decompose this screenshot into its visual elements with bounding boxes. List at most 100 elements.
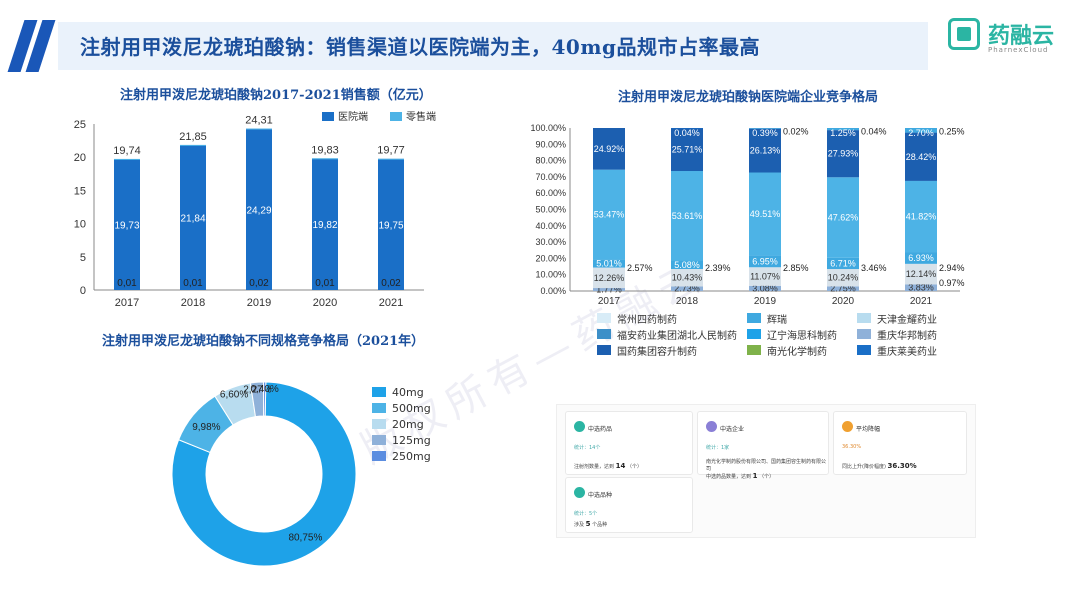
- logo-icon: [948, 18, 980, 50]
- stack-segment: [593, 169, 625, 260]
- legend-swatch: [372, 451, 386, 461]
- legend-swatch: [390, 112, 402, 121]
- stack-segment: [671, 171, 703, 261]
- legend-label: 辉瑞: [767, 314, 787, 326]
- segment-label: 10.24%: [828, 273, 859, 283]
- donut-slice: [171, 381, 357, 567]
- card-selected-drugs[interactable]: 中选药品 统计：14个 注射剂数量，达到 14 （个）: [565, 411, 693, 475]
- segment-label: 2.70%: [908, 128, 934, 138]
- bar-retail: [246, 128, 272, 130]
- legend-swatch: [747, 313, 761, 323]
- segment-label: 12.14%: [906, 269, 937, 279]
- side-label: 2.39%: [705, 263, 731, 273]
- hospital-label: 21,84: [180, 213, 205, 224]
- segment-label: 53.61%: [672, 211, 703, 221]
- legend-label: 重庆莱美药业: [877, 346, 937, 358]
- stack-segment: [749, 128, 781, 173]
- segment-label: 24.92%: [594, 144, 625, 154]
- legend-item: 250mg: [372, 448, 431, 464]
- segment-label: 28.42%: [906, 152, 937, 162]
- retail-label: 0,02: [381, 278, 401, 289]
- legend-item: 福安药业集团湖北人民制药: [597, 326, 747, 342]
- stack-segment: [593, 259, 625, 268]
- retail-label: 0,01: [117, 278, 137, 289]
- side-label: 0.25%: [939, 126, 965, 136]
- legend-item: 重庆莱美药业: [857, 342, 957, 358]
- stack-segment: [905, 252, 937, 264]
- bar-hospital: [378, 158, 404, 290]
- card-selected-varieties[interactable]: 中选品种 统计：5个 涉及 5 个品种: [565, 477, 693, 533]
- card-selected-companies[interactable]: 中选企业 统计：1家 南光化学制药股份有限公司、国药集团容生制药有限公司 中选药品…: [697, 411, 829, 480]
- side-label: 3.46%: [861, 263, 887, 273]
- total-label: 19,83: [311, 144, 339, 156]
- card-value-line: 同比上升(降价幅度) 36.30%: [842, 462, 917, 470]
- card-title: 平均降幅: [856, 426, 881, 433]
- legend-label: 医院端: [338, 110, 368, 123]
- donut-slice: [263, 381, 267, 417]
- y-tick-label: 0.00%: [540, 286, 566, 296]
- legend-label: 辽宁海思科制药: [767, 330, 837, 342]
- retail-label: 0,02: [249, 278, 269, 289]
- legend-label: 125mg: [392, 433, 431, 447]
- legend-swatch: [857, 329, 871, 339]
- brand-logo: 药融云 PharnexCloud: [948, 16, 1068, 56]
- legend-item: 辽宁海思科制药: [747, 326, 857, 342]
- legend-swatch: [747, 329, 761, 339]
- retail-label: 0,01: [315, 278, 335, 289]
- card-average-reduction[interactable]: 平均降幅 36.30% 同比上升(降价幅度) 36.30%: [833, 411, 967, 475]
- hospital-label: 19,75: [378, 220, 403, 231]
- chart2-title: 注射用甲泼尼龙琥珀酸钠医院端企业竞争格局: [618, 90, 879, 105]
- legend-label: 20mg: [392, 417, 424, 431]
- hospital-label: 19,73: [114, 220, 139, 231]
- side-label: 0.97%: [939, 278, 965, 288]
- stack-segment: [749, 285, 781, 291]
- trend-icon: [842, 421, 853, 432]
- legend-label: 500mg: [392, 401, 431, 415]
- legend-item: 天津金耀药业: [857, 310, 957, 326]
- segment-label: 12.26%: [594, 273, 625, 283]
- legend-swatch: [597, 313, 611, 323]
- stack-segment: [749, 172, 781, 256]
- legend-label: 零售端: [406, 110, 436, 123]
- legend-swatch: [372, 387, 386, 397]
- x-tick-label: 2019: [247, 297, 271, 309]
- slice-label: 6,60%: [220, 389, 248, 400]
- legend-item: 40mg: [372, 384, 431, 400]
- y-tick-label: 0: [80, 285, 86, 297]
- page-title: 注射用甲泼尼龙琥珀酸钠：销售渠道以医院端为主，40mg品规市占率最高: [80, 35, 760, 59]
- total-label: 19,74: [113, 145, 141, 157]
- segment-label: 53.47%: [594, 209, 625, 219]
- segment-label: 0.04%: [674, 128, 700, 138]
- y-tick-label: 20.00%: [535, 253, 566, 263]
- legend-swatch: [322, 112, 334, 121]
- stack-segment: [827, 269, 859, 287]
- legend-swatch: [857, 345, 871, 355]
- stack-segment: [593, 288, 625, 291]
- slice-label: 0,40%: [250, 384, 278, 395]
- segment-label: 3.08%: [752, 283, 778, 293]
- segment-label: 1.25%: [830, 128, 856, 138]
- spec-donut-chart: 80,75% 9,98% 6,60%2,27%0,40%: [171, 381, 357, 567]
- y-tick-label: 10: [74, 219, 86, 231]
- segment-label: 5.08%: [674, 260, 700, 270]
- y-tick-label: 10.00%: [535, 270, 566, 280]
- logo-subtitle: PharnexCloud: [988, 46, 1049, 54]
- stack-segment: [671, 260, 703, 270]
- company-icon: [706, 421, 717, 432]
- stack-segment: [749, 255, 781, 268]
- card-subtitle: 统计：5个: [574, 511, 598, 517]
- segment-label: 41.82%: [906, 211, 937, 221]
- legend-item: 20mg: [372, 416, 431, 432]
- segment-label: 47.62%: [828, 213, 859, 223]
- legend-item: 125mg: [372, 432, 431, 448]
- legend-item: 南光化学制药: [747, 342, 857, 358]
- chart2-legend: 常州四药制药 辉瑞 天津金耀药业 福安药业集团湖北人民制药 辽宁海思科制药 重庆华邦制药国…: [597, 310, 957, 358]
- hospital-share-stacked-chart: 0.00% 10.00% 20.00% 30.00% 40.00% 50.00% 60.00…: [530, 123, 965, 307]
- segment-label: 2.75%: [830, 284, 856, 294]
- segment-label: 0.39%: [752, 128, 778, 138]
- segment-label: 25.71%: [672, 145, 703, 155]
- stack-segment: [827, 130, 859, 178]
- segment-label: 2.73%: [674, 284, 700, 294]
- header-accent: [7, 20, 57, 72]
- legend-swatch: [372, 403, 386, 413]
